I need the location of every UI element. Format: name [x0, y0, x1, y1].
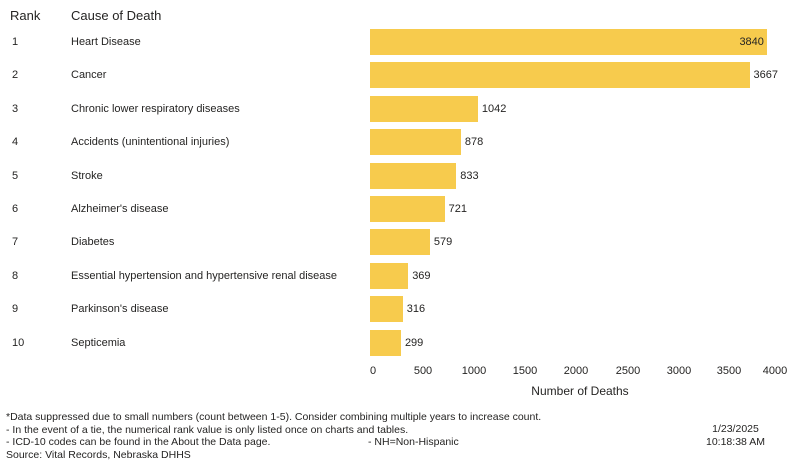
bar[interactable]	[370, 329, 401, 356]
x-tick-label: 1000	[461, 365, 487, 377]
bar[interactable]	[370, 162, 457, 189]
rank-value: 9	[12, 303, 19, 316]
footnote-icd: - ICD-10 codes can be found in the About…	[6, 436, 271, 449]
x-tick-label: 3000	[666, 365, 692, 377]
x-tick-label: 3500	[716, 365, 742, 377]
rank-value: 4	[12, 136, 19, 149]
bar[interactable]	[370, 62, 750, 89]
bar[interactable]	[370, 229, 430, 256]
chart-row: 2 Cancer 3667	[0, 62, 800, 89]
source-text: Source: Vital Records, Nebraska DHHS	[6, 448, 191, 461]
data-label: 369	[412, 269, 431, 282]
data-label: 833	[460, 169, 479, 182]
x-tick-label: 0	[369, 365, 377, 377]
footnote-tie: - In the event of a tie, the numerical r…	[6, 423, 409, 436]
cause-label: Septicemia	[71, 336, 126, 349]
cause-label: Alzheimer's disease	[71, 203, 169, 215]
cause-label: Accidents (unintentional injuries)	[71, 136, 230, 149]
bar[interactable]	[370, 129, 461, 156]
chart-row: 3 Chronic lower respiratory diseases 1042	[0, 95, 800, 122]
data-label: 316	[406, 303, 426, 316]
rank-value: 10	[12, 336, 25, 349]
data-label: 579	[433, 236, 453, 249]
timestamp-time: 10:18:38 AM	[706, 435, 765, 448]
rank-value: 3	[12, 102, 19, 115]
x-tick-label: 4000	[762, 365, 788, 377]
footnote-suppression: *Data suppressed due to small numbers (c…	[6, 411, 542, 423]
cause-label: Diabetes	[71, 236, 115, 249]
data-label: 299	[404, 336, 424, 349]
bar[interactable]	[370, 29, 768, 55]
chart-row: 1 Heart Disease 3840	[0, 29, 800, 55]
cause-label: Heart Disease	[71, 36, 141, 48]
rank-value: 2	[12, 69, 19, 82]
timestamp-date: 1/23/2025	[712, 423, 759, 435]
chart-row: 5 Stroke 833	[0, 162, 800, 189]
bar[interactable]	[370, 95, 478, 122]
chart-row: 6 Alzheimer's disease 721	[0, 196, 800, 222]
rank-value: 5	[12, 169, 19, 182]
cause-label: Cancer	[71, 69, 107, 82]
bar[interactable]	[370, 262, 409, 289]
x-tick-label: 1500	[512, 365, 538, 377]
data-label: 721	[448, 203, 467, 215]
x-tick-label: 2000	[563, 365, 589, 377]
data-label: 3840	[739, 36, 764, 48]
cause-label: Stroke	[71, 169, 103, 182]
cause-label: Chronic lower respiratory diseases	[71, 102, 240, 115]
cause-label: Essential hypertension and hypertensive …	[71, 269, 337, 282]
data-label: 3667	[753, 69, 779, 82]
chart-row: 4 Accidents (unintentional injuries) 878	[0, 129, 800, 156]
rank-column-header: Rank	[10, 8, 41, 23]
x-tick-label: 500	[413, 365, 433, 377]
cause-column-header: Cause of Death	[71, 8, 162, 23]
cause-label: Parkinson's disease	[71, 303, 169, 316]
timestamp: 1/23/2025 10:18:38 AM	[706, 423, 765, 448]
footnote-nh: - NH=Non-Hispanic	[368, 436, 459, 448]
x-tick-label: 2500	[615, 365, 641, 377]
chart-row: 7 Diabetes 579	[0, 229, 800, 256]
rank-value: 7	[12, 236, 19, 249]
bar[interactable]	[370, 296, 403, 323]
data-label: 1042	[481, 102, 507, 115]
x-axis-label: Number of Deaths	[531, 384, 629, 398]
rank-value: 8	[12, 269, 19, 282]
bar[interactable]	[370, 196, 445, 222]
footnotes: *Data suppressed due to small numbers (c…	[6, 411, 541, 461]
chart-row: 9 Parkinson's disease 316	[0, 296, 800, 323]
data-label: 878	[464, 136, 484, 149]
rank-value: 1	[12, 36, 19, 48]
rank-value: 6	[12, 203, 19, 215]
chart-row: 8 Essential hypertension and hypertensive…	[0, 262, 800, 289]
chart-row: 10 Septicemia 299	[0, 329, 800, 356]
